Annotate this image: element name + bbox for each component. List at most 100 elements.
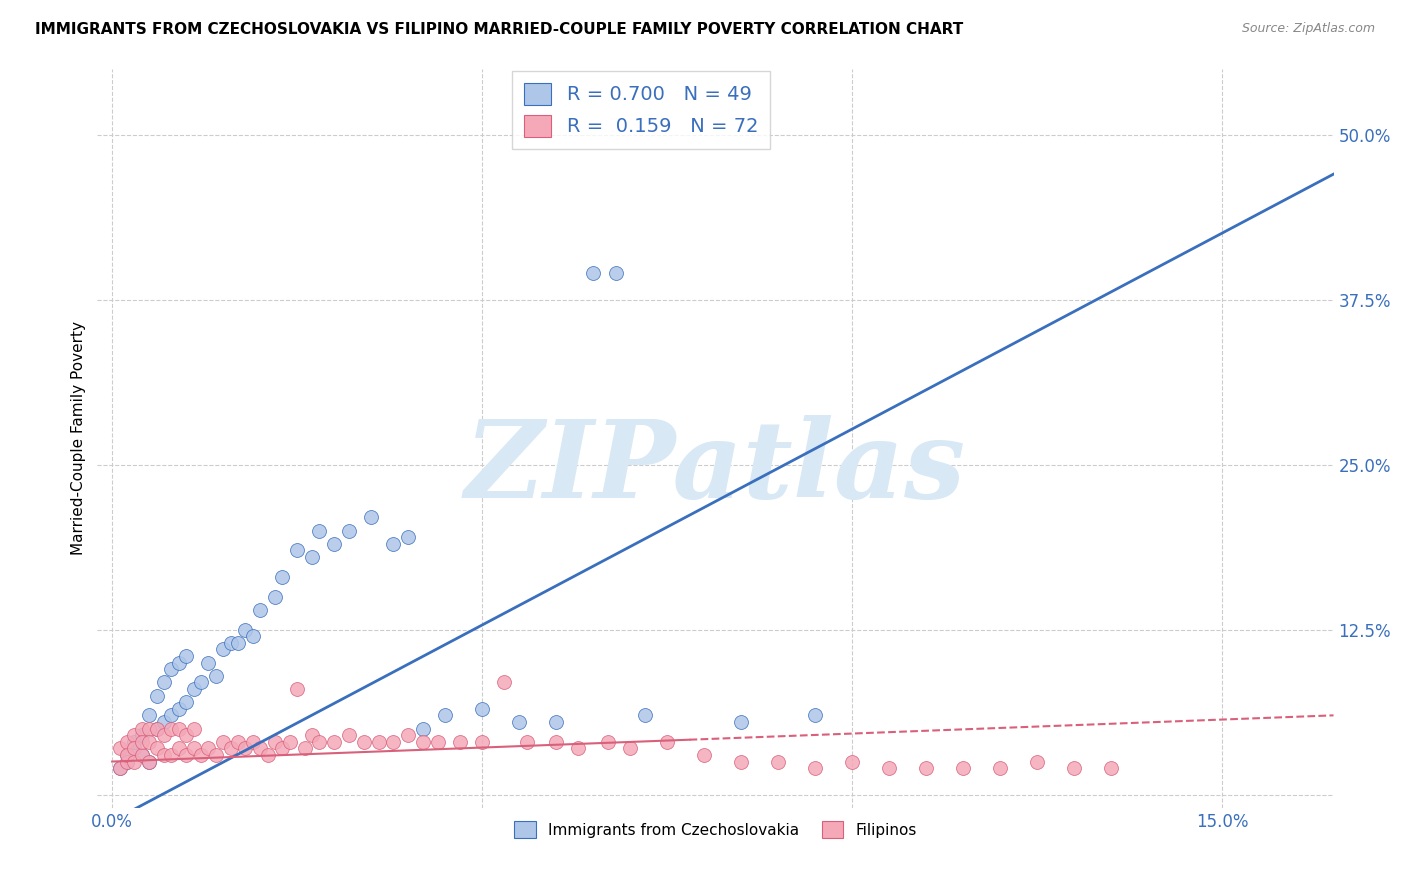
Point <box>145 689 167 703</box>
Point <box>471 735 494 749</box>
Point <box>382 537 405 551</box>
Point <box>145 741 167 756</box>
Point <box>582 266 605 280</box>
Point <box>396 728 419 742</box>
Point <box>190 747 212 762</box>
Point <box>197 656 219 670</box>
Point <box>730 714 752 729</box>
Point <box>426 735 449 749</box>
Point <box>360 510 382 524</box>
Point <box>990 761 1012 775</box>
Point <box>174 728 197 742</box>
Point <box>353 735 375 749</box>
Point <box>160 722 183 736</box>
Point <box>516 735 538 749</box>
Point <box>367 735 389 749</box>
Point <box>174 747 197 762</box>
Point <box>124 741 146 756</box>
Point <box>115 755 138 769</box>
Point <box>278 735 301 749</box>
Point <box>1026 755 1049 769</box>
Point <box>115 747 138 762</box>
Point <box>449 735 471 749</box>
Point <box>138 755 160 769</box>
Point <box>952 761 974 775</box>
Point <box>124 755 146 769</box>
Point <box>323 537 346 551</box>
Point <box>879 761 901 775</box>
Point <box>301 728 323 742</box>
Point <box>160 708 183 723</box>
Point <box>190 675 212 690</box>
Point <box>1063 761 1085 775</box>
Point <box>138 722 160 736</box>
Point <box>226 636 249 650</box>
Point <box>108 761 131 775</box>
Point <box>396 530 419 544</box>
Y-axis label: Married-Couple Family Poverty: Married-Couple Family Poverty <box>72 321 86 555</box>
Point <box>131 722 153 736</box>
Point <box>174 648 197 663</box>
Point <box>124 728 146 742</box>
Point <box>434 708 457 723</box>
Point <box>235 623 257 637</box>
Point <box>174 695 197 709</box>
Point <box>183 722 205 736</box>
Point <box>212 735 235 749</box>
Point <box>167 741 190 756</box>
Point <box>145 722 167 736</box>
Point <box>285 681 308 696</box>
Point <box>235 741 257 756</box>
Point <box>804 708 827 723</box>
Point <box>567 741 589 756</box>
Point <box>183 681 205 696</box>
Point <box>768 755 790 769</box>
Point <box>301 549 323 564</box>
Point <box>634 708 657 723</box>
Point <box>131 728 153 742</box>
Point <box>841 755 863 769</box>
Point <box>131 747 153 762</box>
Point <box>256 747 278 762</box>
Point <box>153 728 176 742</box>
Point <box>153 747 176 762</box>
Point <box>212 642 235 657</box>
Point <box>131 735 153 749</box>
Point <box>138 735 160 749</box>
Point <box>285 543 308 558</box>
Point <box>657 735 679 749</box>
Point <box>546 735 568 749</box>
Point <box>124 735 146 749</box>
Point <box>167 722 190 736</box>
Point <box>204 747 226 762</box>
Point <box>226 735 249 749</box>
Point <box>160 662 183 676</box>
Point <box>264 590 287 604</box>
Point <box>508 714 530 729</box>
Point <box>271 570 294 584</box>
Point <box>264 735 287 749</box>
Point <box>115 747 138 762</box>
Point <box>730 755 752 769</box>
Point <box>138 708 160 723</box>
Point <box>204 669 226 683</box>
Point <box>605 266 627 280</box>
Text: ZIPatlas: ZIPatlas <box>465 415 966 521</box>
Point <box>197 741 219 756</box>
Point <box>115 755 138 769</box>
Point <box>471 702 494 716</box>
Point <box>108 741 131 756</box>
Point <box>183 741 205 756</box>
Point <box>308 735 330 749</box>
Point <box>693 747 716 762</box>
Point <box>271 741 294 756</box>
Point <box>412 722 434 736</box>
Point <box>804 761 827 775</box>
Point <box>249 603 271 617</box>
Point <box>219 741 242 756</box>
Point <box>153 714 176 729</box>
Point <box>294 741 316 756</box>
Point <box>249 741 271 756</box>
Point <box>131 747 153 762</box>
Point <box>619 741 641 756</box>
